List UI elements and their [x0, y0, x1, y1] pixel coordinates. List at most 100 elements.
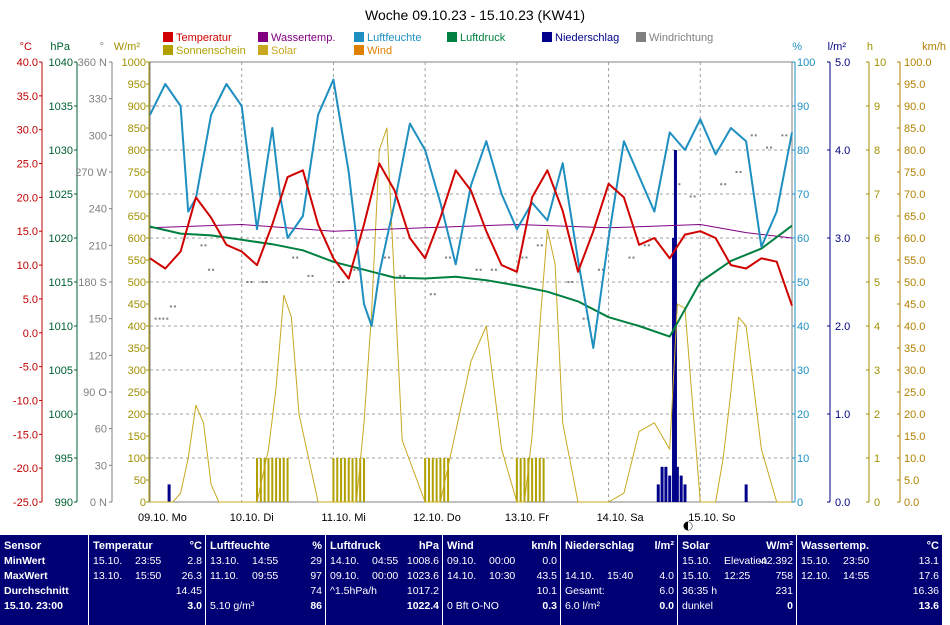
wind-direction-point [158, 317, 161, 320]
stats-cell-value: 86 [310, 600, 322, 612]
stats-header: Wind km/h [443, 539, 561, 554]
sunshine-bar [351, 458, 354, 502]
stats-cell-value: 13.1 [918, 555, 939, 567]
solar-tick-label: 150 [128, 431, 146, 443]
stats-row: 11.10. 09:55 97 [206, 569, 326, 584]
temp-tick-label: -25.0 [13, 497, 38, 509]
stats-cell-middle: 00:00 [489, 555, 516, 567]
stats-cell-label: ^1.5hPa/h [330, 585, 377, 597]
legend-swatch [354, 32, 364, 42]
winddir-tick-label: 300 [89, 130, 107, 142]
stats-cell-label: dunkel [682, 600, 713, 612]
stats-cell-value: 0.0 [542, 555, 557, 567]
solar-tick-label: 750 [128, 167, 146, 179]
sunshine-bar [336, 458, 339, 502]
day-label: 10.10. Di [230, 512, 274, 524]
wind-direction-point [678, 183, 681, 186]
wind-direction-point [212, 268, 215, 271]
wind-direction-point [445, 256, 448, 259]
stats-cell-value: 16.36 [912, 585, 939, 597]
sun-tick-label: 9 [874, 101, 880, 113]
stats-row: 15.10. 23:55 2.8 [89, 554, 206, 569]
stats-row: 14.10. 15:40 4.0 [561, 569, 678, 584]
wind-direction-point [490, 268, 493, 271]
sun-tick-label: 4 [874, 321, 880, 333]
wind-tick-label: 60.0 [904, 233, 925, 245]
sun-tick-label: 0 [874, 497, 880, 509]
stats-cell-value: 10.1 [536, 585, 557, 597]
stats-cell-value: 231 [775, 585, 793, 597]
stats-column: Luftfeuchte% 13.10. 14:55 29 11.10. 09:55 97 74… [205, 535, 326, 625]
legend: Temperatur Wassertemp. Luftfeuchte Luftdruc… [163, 32, 713, 57]
sunshine-bar [340, 458, 343, 502]
solar-tick-label: 600 [128, 233, 146, 245]
wind-direction-point [429, 293, 432, 296]
stats-row: 6.0 l/m² 0.0 [561, 599, 678, 614]
legend-label: Wind [367, 45, 392, 57]
stats-cell-middle: 09:55 [252, 570, 279, 582]
wind-direction-point [785, 134, 788, 137]
stats-cell-label: 12.10. [801, 570, 831, 582]
stats-cell-value: 1022.4 [406, 600, 439, 612]
wind-direction-point [647, 244, 650, 247]
stats-cell-value: 17.6 [918, 570, 939, 582]
wind-direction-point [338, 281, 341, 283]
winddir-axis-unit: ° [100, 41, 104, 53]
moon-phase-half [688, 522, 692, 530]
stats-row: 36:35 h 231 [678, 584, 797, 599]
day-label: 09.10. Mo [138, 512, 187, 524]
stats-cell-middle: 12:25 [724, 570, 751, 582]
wind-direction-point [296, 256, 299, 259]
solar-tick-label: 900 [128, 101, 146, 113]
wind-direction-point [173, 305, 176, 308]
stats-cell-label: 36:35 h [682, 585, 718, 597]
rain-bar [656, 484, 660, 502]
humidity-tick-label: 40 [797, 321, 809, 333]
legend-swatch [354, 45, 364, 55]
stats-header-unit: l/m² [654, 540, 674, 552]
wind-tick-label: 30.0 [904, 365, 925, 377]
rain-bar [660, 466, 664, 502]
temp-tick-label: 15.0 [17, 226, 38, 238]
stats-row: MaxWert [0, 569, 88, 584]
rain-tick-label: 3.0 [835, 233, 850, 245]
stats-cell-value: 0.0 [659, 600, 674, 612]
stats-cell-value: 6.0 [659, 585, 674, 597]
stats-row: 10.1 [443, 584, 561, 599]
wind-direction-point [571, 281, 574, 283]
stats-header-label: Sensor [4, 540, 42, 552]
stats-column: Wind km/h 09.10. 00:00 0.0 14.10. 10:30 43.5 10.… [442, 535, 561, 625]
stats-header: Niederschlag l/m² [561, 539, 678, 554]
solar-tick-label: 50 [134, 475, 146, 487]
stats-row: 14.10. 04:55 1008.6 [326, 554, 443, 569]
wind-direction-point [387, 256, 390, 259]
rain-bar [167, 484, 171, 502]
stats-header: Luftdruck hPa [326, 539, 443, 554]
sunshine-bar [527, 458, 530, 502]
wind-direction-point [166, 317, 169, 320]
stats-cell-value: 0.3 [542, 600, 557, 612]
stats-cell-label: 09.10. [447, 555, 477, 567]
legend-swatch [163, 45, 173, 55]
sunshine-bar [431, 458, 434, 502]
temperatur-line [149, 162, 793, 307]
humidity-tick-label: 70 [797, 189, 809, 201]
stats-cell-label: MinWert [4, 555, 46, 567]
stats-header-label: Temperatur [93, 540, 153, 552]
temp-tick-label: 5.0 [23, 294, 38, 306]
temp-tick-label: 25.0 [17, 159, 38, 171]
stats-cell-value: 29 [310, 555, 322, 567]
wind-direction-point [525, 256, 528, 259]
rain-tick-label: 0.0 [835, 497, 850, 509]
stats-row: 15.10. Elevation -42.392 [678, 554, 797, 569]
statistics-table: Sensor MinWert MaxWert Durchschnitt 15.10. 2… [0, 535, 942, 625]
wind-direction-point [403, 274, 406, 277]
stats-row: 09.10. 00:00 0.0 [443, 554, 561, 569]
stats-cell-middle: 10:30 [489, 570, 516, 582]
stats-cell-value: 1023.6 [406, 570, 439, 582]
solar-tick-label: 500 [128, 277, 146, 289]
wind-axis-unit: km/h [922, 41, 946, 53]
winddir-tick-label: 210 [89, 240, 107, 252]
wind-direction-point [632, 256, 635, 259]
stats-cell-value: 13.6 [918, 600, 939, 612]
